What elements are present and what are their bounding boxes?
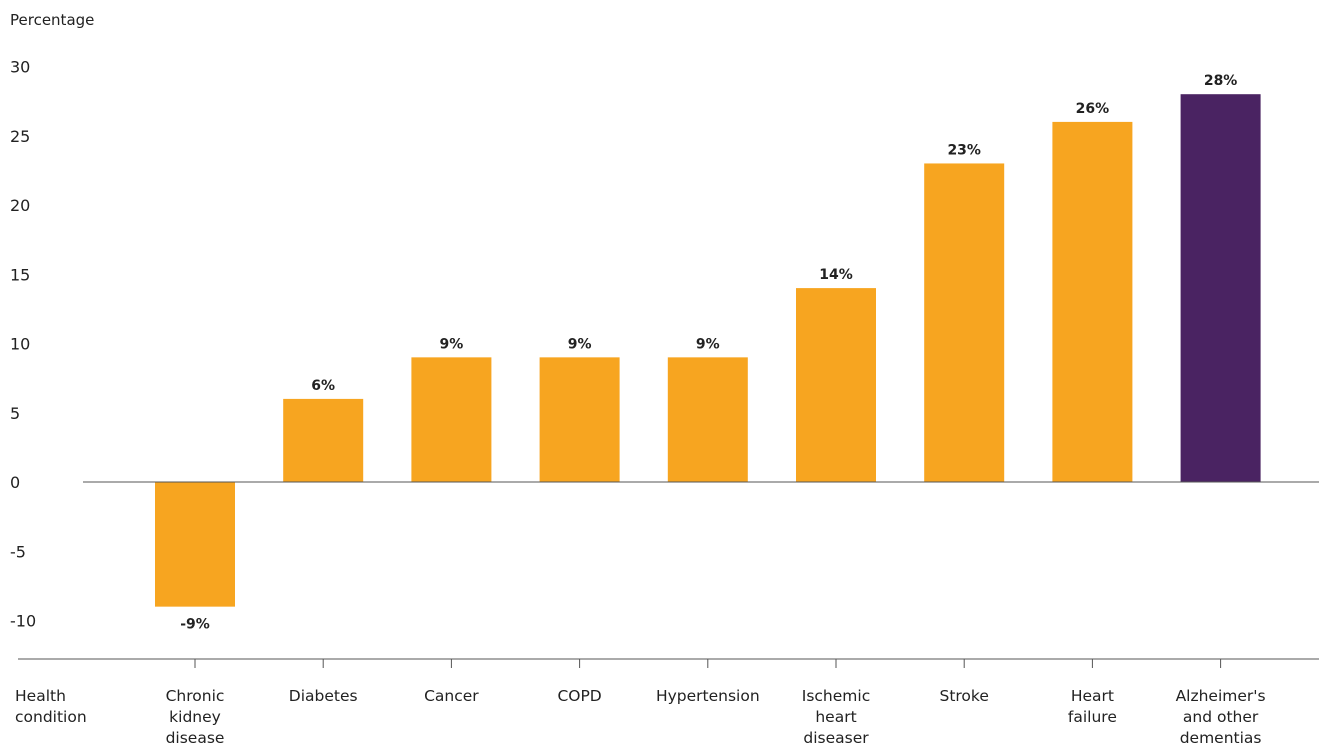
category-label: Diabetes [289,687,358,705]
category-label-line: Cancer [424,687,479,705]
y-tick-label: 0 [10,473,20,492]
y-tick-label: 5 [10,404,20,423]
x-axis-title: Health condition [15,687,87,726]
category-label-line: disease [166,729,225,747]
data-labels: -9% 6% 9% 9% 9% 14% 23% 26% 28% [180,73,1237,632]
y-tick-label: 30 [10,58,30,77]
y-tick-label: 20 [10,196,30,215]
category-label-line: Ischemic [802,687,870,705]
x-axis-title-line: condition [15,708,87,726]
data-label: 6% [311,378,335,394]
bar [924,163,1005,482]
category-label-line: Chronic [166,687,225,705]
bar [1052,121,1133,483]
category-label-line: diseaser [803,729,869,747]
category-label-line: failure [1068,708,1117,726]
category-label: Chronic kidney disease [166,687,225,747]
data-label: 23% [947,142,981,158]
category-label: Heart failure [1068,687,1117,726]
category-label: Alzheimer's and other dementias [1176,687,1266,747]
bar [1180,94,1261,482]
y-tick-label: 25 [10,127,30,146]
category-label-line: Alzheimer's [1176,687,1266,705]
y-tick-label: 10 [10,335,30,354]
x-axis-labels: Chronic kidney disease Diabetes Cancer COPD Hy… [166,687,1266,747]
category-label: Cancer [424,687,479,705]
bar [283,398,364,482]
bar [539,357,620,482]
category-label: Stroke [939,687,988,705]
category-label: Ischemic heart diseaser [802,687,870,747]
y-axis-ticks: 30 25 20 15 10 5 0 -5 -10 [10,58,36,631]
data-label: 26% [1076,101,1110,117]
bar [796,288,876,482]
category-label-line: heart [815,708,856,726]
data-label: 9% [568,336,592,352]
data-label: 14% [819,267,853,283]
x-axis-title-text: Health condition [15,687,87,726]
y-tick-label: -10 [10,612,36,631]
bar [155,482,235,607]
y-tick-label: -5 [10,542,26,561]
category-label-line: Diabetes [289,687,358,705]
y-tick-label: 15 [10,265,30,284]
bars [155,94,1261,607]
category-label-line: kidney [169,708,221,726]
data-label: 9% [696,336,720,352]
category-label: COPD [557,687,601,705]
bar [411,357,492,482]
data-label: -9% [180,617,210,633]
category-label-line: and other [1183,708,1259,726]
bar [667,357,748,482]
category-label: Hypertension [656,687,760,705]
x-axis-ticks [194,659,1222,668]
category-label-line: COPD [557,687,601,705]
category-label-line: Heart [1071,687,1114,705]
category-label-line: Stroke [939,687,988,705]
y-axis-title: Percentage [10,11,94,29]
data-label: 28% [1204,73,1238,89]
category-label-line: dementias [1180,729,1262,747]
category-label-line: Hypertension [656,687,760,705]
x-axis-title-line: Health [15,687,66,705]
data-label: 9% [440,336,464,352]
